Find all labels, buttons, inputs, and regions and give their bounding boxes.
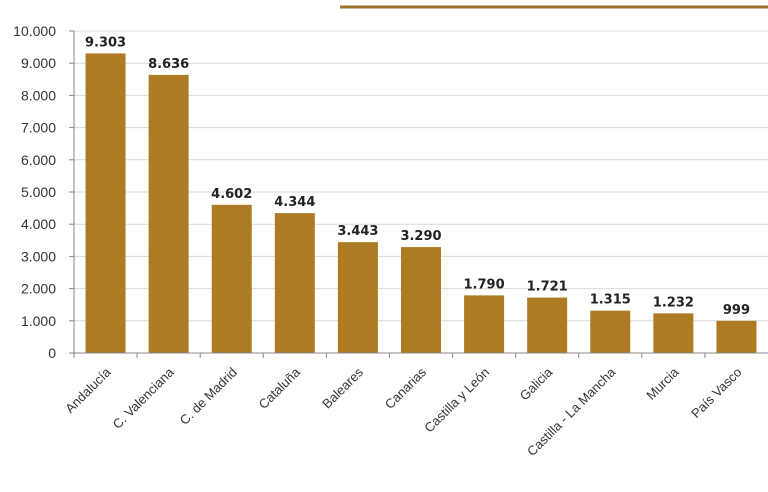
data-label: 4.344 <box>274 195 315 210</box>
y-tick-label: 8.000 <box>21 87 56 103</box>
y-tick-label: 9.000 <box>21 55 56 71</box>
category-label: Andalucía <box>62 364 114 416</box>
bar <box>211 204 252 353</box>
bar <box>464 295 505 353</box>
category-label: Canarias <box>382 364 430 412</box>
bar <box>337 242 378 353</box>
category-label: C. Valenciana <box>110 364 178 432</box>
data-label: 3.443 <box>337 224 378 239</box>
y-tick-label: 6.000 <box>21 152 56 168</box>
y-tick-label: 10.000 <box>13 23 56 39</box>
bar <box>716 320 757 353</box>
bar <box>274 213 315 353</box>
y-tick-label: 4.000 <box>21 216 56 232</box>
y-tick-label: 2.000 <box>21 281 56 297</box>
data-label: 9.303 <box>85 35 126 50</box>
data-label: 3.290 <box>400 229 441 244</box>
gridlines <box>74 30 768 322</box>
data-label: 1.721 <box>527 280 568 295</box>
bar <box>590 310 631 353</box>
category-label: C. de Madrid <box>177 365 240 428</box>
category-label: Cataluña <box>256 364 304 412</box>
bar <box>401 247 441 353</box>
category-label: Castilla y León <box>421 365 492 436</box>
data-labels: 9.303 8.636 4.602 4.344 3.443 3.290 1.790 1.721… <box>85 35 750 317</box>
category-label: Galicia <box>517 364 556 403</box>
data-label: 4.602 <box>211 187 252 202</box>
y-tick-label: 3.000 <box>21 248 56 264</box>
category-label: País Vasco <box>688 365 744 421</box>
data-label: 1.790 <box>464 277 505 292</box>
data-label: 8.636 <box>148 57 189 72</box>
category-label: Baleares <box>319 364 366 411</box>
bar <box>148 74 189 353</box>
y-tick-label: 0 <box>48 345 56 361</box>
y-tick-label: 5.000 <box>21 184 56 200</box>
y-tick-label: 1.000 <box>21 313 56 329</box>
bars <box>85 53 757 354</box>
y-axis-ticks: 0 1.000 2.000 3.000 4.000 5.000 6.000 7.000 8.00… <box>13 23 75 361</box>
category-label: Murcia <box>643 364 682 403</box>
data-label: 1.232 <box>653 295 694 310</box>
data-label: 1.315 <box>590 293 631 308</box>
bar <box>653 313 694 353</box>
bar <box>527 297 568 353</box>
data-label: 999 <box>723 303 750 318</box>
bar <box>85 53 126 354</box>
y-tick-label: 7.000 <box>21 120 56 136</box>
